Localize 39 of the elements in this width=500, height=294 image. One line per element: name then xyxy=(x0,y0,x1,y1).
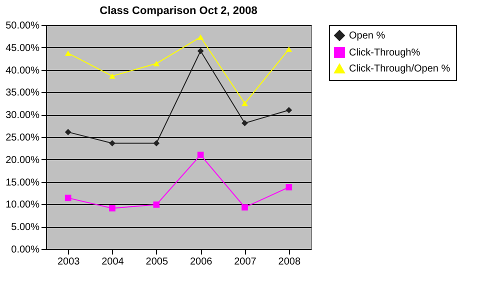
x-tick-label: 2006 xyxy=(190,256,213,268)
y-tick-label: 35.00% xyxy=(6,88,40,99)
x-tick-label: 2003 xyxy=(57,256,80,268)
chart-title: Class Comparison Oct 2, 2008 xyxy=(100,5,258,17)
x-tick-label: 2004 xyxy=(102,256,124,268)
point xyxy=(109,205,116,212)
legend-label: Click-Through/Open % xyxy=(349,64,450,74)
point xyxy=(153,201,160,208)
y-tick-label: 30.00% xyxy=(6,110,40,122)
point xyxy=(197,152,204,158)
y-tick-label: 10.00% xyxy=(6,200,40,211)
point xyxy=(109,140,116,146)
y-tick-label: 45.00% xyxy=(6,42,40,54)
y-tick-label: 50.00% xyxy=(6,20,40,32)
x-tick-label: 2007 xyxy=(234,256,257,268)
point xyxy=(286,46,292,52)
point xyxy=(197,34,204,40)
point xyxy=(109,73,116,79)
point xyxy=(242,100,248,106)
y-tick-label: 25.00% xyxy=(6,132,40,144)
point xyxy=(153,140,160,146)
y-tick-label: 20.00% xyxy=(6,154,40,166)
y-tick-label: 0.00% xyxy=(11,244,40,256)
point xyxy=(64,50,72,56)
x-tick-label: 2005 xyxy=(146,256,168,268)
point xyxy=(64,128,72,136)
legend-label: Click-Through% xyxy=(349,48,420,58)
x-tick-label: 2008 xyxy=(278,256,301,268)
y-tick-label: 5.00% xyxy=(11,222,40,234)
point xyxy=(286,184,292,190)
y-tick-label: 15.00% xyxy=(6,177,40,188)
point xyxy=(153,60,160,66)
point xyxy=(197,48,204,54)
point xyxy=(242,120,248,126)
legend-label: Open % xyxy=(349,30,386,42)
point xyxy=(286,106,292,114)
point xyxy=(242,204,248,210)
point xyxy=(64,194,72,202)
y-tick-label: 40.00% xyxy=(6,65,40,76)
